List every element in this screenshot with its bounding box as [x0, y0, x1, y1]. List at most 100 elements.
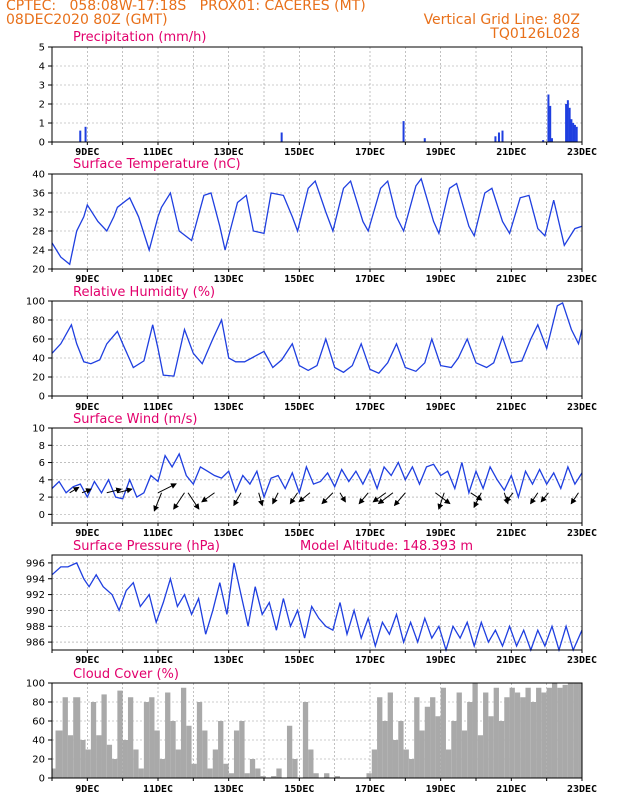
cloud-area-column: [180, 687, 187, 778]
cloud-area-column: [414, 697, 420, 778]
cloud-area-column: [573, 683, 579, 778]
cloud-area-column: [525, 687, 531, 778]
header-run-date: 08DEC2020 80Z (GMT): [6, 12, 168, 28]
pressure-title: Surface Pressure (hPa): [73, 539, 220, 554]
cloud-area-column: [371, 749, 378, 778]
cloud-area-column: [117, 690, 123, 778]
rh-ytick-label: 80: [32, 316, 45, 327]
wind-vector-arrow: [570, 492, 579, 505]
wind-vector-arrow: [540, 492, 549, 503]
cloud-area-column: [143, 702, 150, 778]
cloud-area-column: [223, 763, 229, 778]
wind-vector-arrow: [505, 492, 514, 503]
model-altitude-label: Model Altitude: 148.393 m: [300, 539, 473, 554]
cloud-area-column: [435, 716, 441, 778]
cloud-ytick-label: 80: [32, 698, 45, 709]
pressure-xtick-label: 13DEC: [214, 655, 244, 666]
precip-ytick-label: 0: [39, 138, 45, 149]
cloud-xtick-label: 17DEC: [355, 784, 385, 795]
wind-ytick-label: 8: [39, 441, 45, 452]
temp-xtick-label: 23DEC: [567, 274, 597, 285]
precip-bar: [497, 132, 500, 142]
cloud-area-column: [138, 768, 144, 778]
wind-xtick-label: 9DEC: [75, 528, 99, 539]
cloud-area-column: [186, 725, 192, 778]
temp-xtick-label: 9DEC: [75, 274, 99, 285]
cloud-area-column: [170, 721, 176, 778]
cloud-area-column: [159, 759, 166, 778]
cloud-area-column: [578, 683, 582, 778]
temp-ytick-label: 36: [32, 189, 45, 200]
temp-title: Surface Temperature (nC): [73, 157, 241, 172]
wind-frame: [51, 427, 583, 524]
wind-vector-arrow: [298, 492, 311, 503]
cloud-area-column: [419, 730, 425, 778]
wind-vector-arrow: [358, 492, 369, 505]
pressure-ytick-label: 994: [26, 574, 45, 585]
header-vertical-grid-note: Vertical Grid Line: 80Z: [423, 12, 580, 28]
cloud-area-column: [255, 768, 261, 778]
precip-xtick-label: 9DEC: [75, 147, 99, 158]
rh-ytick-label: 40: [32, 354, 45, 365]
cloud-area-column: [377, 697, 383, 778]
pressure-xtick-label: 17DEC: [355, 655, 385, 666]
cloud-area-column: [403, 749, 409, 778]
wind-xtick-label: 17DEC: [355, 528, 385, 539]
cloud-area-column: [488, 716, 494, 778]
precip-bar: [550, 138, 553, 142]
rh-frame: [51, 300, 583, 397]
cloud-area-column: [557, 687, 563, 778]
precip-bar: [568, 107, 571, 142]
wind-vector-arrow: [157, 483, 177, 494]
temp-panel: Surface Temperature (nC) 20 24 28 32 36 40 9DEC…: [32, 157, 597, 285]
temp-ytick-label: 28: [32, 227, 45, 238]
cloud-area-column: [392, 740, 399, 778]
cloud-area-column: [324, 773, 330, 778]
temp-xtick-label: 19DEC: [426, 274, 456, 285]
wind-vector-arrow: [530, 492, 539, 505]
cloud-area-column: [424, 706, 431, 778]
cloud-area-column: [387, 692, 393, 778]
cloud-area-column: [398, 721, 404, 778]
wind-xtick-label: 13DEC: [214, 528, 244, 539]
wind-vector-arrow: [470, 492, 483, 501]
pressure-panel: Surface Pressure (hPa) 986 988 990 992 994 996…: [26, 539, 597, 666]
cloud-area-column: [430, 697, 436, 778]
precip-bar: [501, 130, 504, 142]
cloud-area-column: [546, 687, 552, 778]
cloud-xtick-label: 23DEC: [567, 784, 597, 795]
precip-xtick-label: 19DEC: [426, 147, 456, 158]
cloud-xtick-label: 15DEC: [284, 784, 314, 795]
precip-bar: [79, 130, 82, 142]
precip-ytick-label: 1: [39, 119, 45, 130]
cloud-area-column: [467, 702, 473, 778]
wind-panel: Surface Wind (m/s) 0 2 4 6 8 10 9DEC 11DEC 13DEC 1…: [32, 412, 597, 539]
temp-xtick-label: 11DEC: [143, 274, 173, 285]
header-station-line: CPTEC: 058:08W-17:18S PROX01: CACERES (M…: [6, 0, 366, 14]
precip-panel: Precipitation (mm/h) 0 1 2 3 4 5 9DEC 11DEC 13DEC…: [39, 30, 597, 158]
cloud-area-column: [228, 773, 234, 778]
pressure-ytick-label: 986: [26, 638, 45, 649]
wind-vectors: [69, 483, 579, 512]
wind-ytick-label: 2: [39, 493, 45, 504]
precip-bar: [566, 100, 569, 142]
temp-ytick-label: 40: [32, 170, 45, 181]
cloud-area-column: [165, 692, 171, 778]
pressure-ytick-label: 988: [26, 622, 45, 633]
precip-ytick-label: 5: [39, 43, 45, 54]
temp-series-line: [51, 177, 583, 266]
rh-xtick-label: 9DEC: [75, 402, 99, 413]
cloud-ytick-label: 40: [32, 736, 45, 747]
precip-bar: [573, 124, 576, 142]
rh-ytick-label: 0: [39, 392, 45, 403]
cloud-area-column: [260, 776, 266, 778]
wind-vector-arrow: [258, 492, 264, 507]
cloud-area-column: [52, 768, 56, 778]
cloud-panel: Cloud Cover (%) 0 20 40 60 80 100 9DEC 11DEC 13DE…: [26, 667, 597, 795]
cloud-area-column: [122, 740, 128, 778]
cloud-area-column: [196, 702, 203, 778]
precip-bar: [572, 123, 575, 142]
cloud-area-column: [504, 697, 510, 778]
wind-xtick-label: 15DEC: [284, 528, 314, 539]
cloud-area-column: [212, 749, 219, 778]
